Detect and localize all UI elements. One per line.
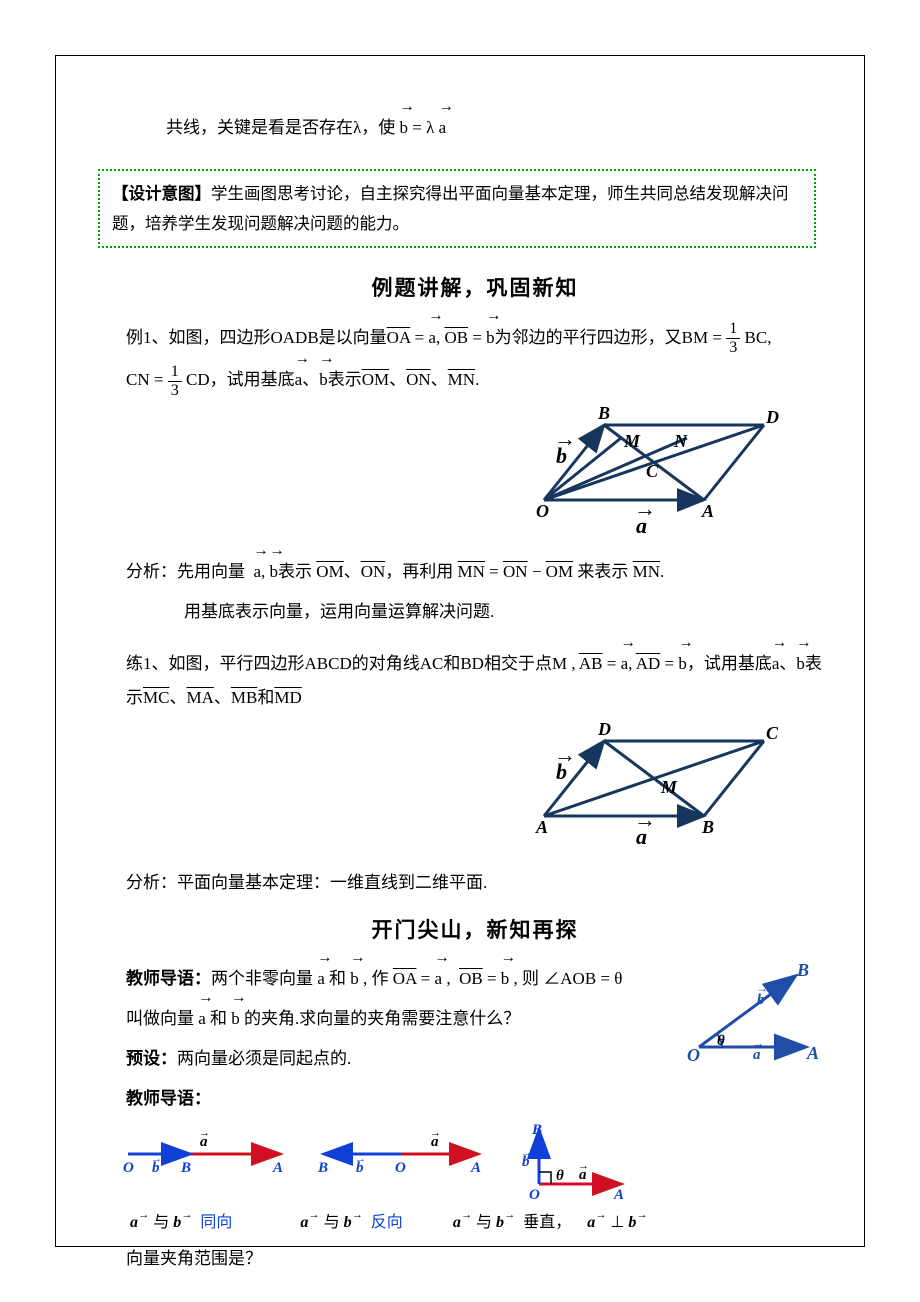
teacher-prompt-2-label: 教师导语： — [126, 1089, 211, 1108]
section-title-2: 开门尖山，新知再探 — [126, 914, 824, 944]
label-opp: a→ 与 b→ 反向 — [300, 1208, 402, 1232]
case-perp: O A B b→ a→ θ — [514, 1124, 634, 1202]
preset-body: 两向量必须是同起点的. — [177, 1049, 351, 1068]
case-same: O B A b→ a→ — [118, 1124, 288, 1179]
svg-text:A: A — [613, 1187, 624, 1203]
analysis1-label: 分析： — [126, 562, 177, 581]
svg-text:→: → — [578, 1160, 589, 1172]
figure-angle: O A B a→ b→ θ — [684, 962, 824, 1062]
teacher-prompt-2: 教师导语： — [126, 1082, 674, 1116]
analysis1: 分析：先用向量 →a, →b表示 OM、ON，再利用 MN = ON − OM … — [126, 555, 824, 589]
fig1-O: O — [536, 501, 549, 521]
design-intent-box: 【设计意图】学生画图思考讨论，自主探究得出平面向量基本定理，师生共同总结发现解决… — [98, 169, 816, 248]
fig2-D: D — [597, 719, 611, 739]
svg-text:→: → — [355, 1153, 366, 1165]
preset: 预设：两向量必须是同起点的. — [126, 1042, 674, 1076]
fig3-theta: θ — [717, 1033, 725, 1049]
section-title-1: 例题讲解，巩固新知 — [126, 272, 824, 302]
svg-text:B: B — [317, 1160, 328, 1176]
svg-text:→: → — [634, 496, 656, 521]
svg-text:A: A — [470, 1160, 481, 1176]
analysis2-label: 分析： — [126, 873, 177, 892]
label-same: a→ 与 b→ 同向 — [130, 1208, 232, 1232]
figure-2: A B D C M b → a → — [524, 721, 784, 851]
page: 共线，关键是看是否存在λ，使 →b = λ →a 【设计意图】学生画图思考讨论，… — [0, 0, 920, 1302]
fig3-A: A — [806, 1043, 819, 1063]
topline: 共线，关键是看是否存在λ，使 →b = λ →a — [166, 111, 824, 145]
label-perp: a→ 与 b→ 垂直， a→ ⊥ b→ — [453, 1208, 648, 1232]
svg-text:→: → — [752, 1036, 764, 1050]
svg-text:A: A — [272, 1160, 283, 1176]
fig2-A: A — [535, 817, 548, 837]
svg-text:→: → — [521, 1147, 532, 1159]
example1-label: 例1、如图，四边形OADB是以向量OA = →a, OB = →b为邻边的平行四… — [126, 328, 771, 347]
svg-text:→: → — [756, 981, 768, 995]
fig2-M: M — [660, 777, 678, 797]
svg-text:→: → — [151, 1153, 162, 1165]
fig2-B: B — [701, 817, 714, 837]
analysis1-l2: 用基底表示向量，运用向量运算解决问题. — [184, 595, 824, 629]
svg-text:→: → — [554, 426, 576, 451]
angle-cases-row: O B A b→ a→ B O A b→ a→ — [118, 1124, 824, 1202]
svg-text:O: O — [529, 1187, 540, 1203]
design-intent-body: 学生画图思考讨论，自主探究得出平面向量基本定理，师生共同总结发现解决问题，培养学… — [112, 184, 789, 233]
fig1-B: B — [597, 403, 610, 423]
topline-pre: 共线，关键是看是否存在λ，使 — [166, 118, 395, 137]
preset-label: 预设： — [126, 1049, 177, 1068]
teacher-prompt-l2: 叫做向量 →a 和 →b 的夹角.求向量的夹角需要注意什么？ — [126, 1002, 674, 1036]
svg-text:B: B — [531, 1122, 542, 1138]
fig2-C: C — [766, 723, 779, 743]
fig1-A: A — [701, 501, 714, 521]
fig3-O: O — [687, 1045, 700, 1065]
fig1-N: N — [673, 431, 688, 451]
angle-labels-row: a→ 与 b→ 同向 a→ 与 b→ 反向 a→ 与 b→ 垂直， a→ ⊥ b… — [130, 1208, 824, 1232]
svg-text:O: O — [395, 1160, 406, 1176]
svg-text:→: → — [554, 742, 576, 767]
analysis2-body: 平面向量基本定理：一维直线到二维平面. — [177, 873, 487, 892]
svg-text:B: B — [180, 1160, 191, 1176]
fig1-C: C — [646, 461, 659, 481]
figure-2-row: A B D C M b → a → — [126, 721, 784, 856]
example1: 例1、如图，四边形OADB是以向量OA = →a, OB = →b为邻边的平行四… — [126, 320, 824, 357]
svg-text:θ: θ — [556, 1168, 564, 1184]
teacher-row: 教师导语：两个非零向量 →a 和 →b , 作 OA = →a , OB = →… — [126, 962, 824, 1118]
fig1-M: M — [623, 431, 641, 451]
fig3-B: B — [796, 960, 809, 980]
svg-text:→: → — [430, 1127, 441, 1139]
figure-1-row: O A B D M N C b → a → — [126, 405, 784, 545]
svg-text:O: O — [123, 1160, 134, 1176]
teacher-prompt-label: 教师导语： — [126, 969, 211, 988]
example1-l2: CN = 13 CD，试用基底→a、→b表示OM、ON、MN. — [126, 363, 824, 400]
practice1: 练1、如图，平行四边形ABCD的对角线AC和BD相交于点M , AB = →a,… — [126, 647, 824, 715]
svg-text:→: → — [199, 1127, 210, 1139]
design-intent-label: 【设计意图】 — [112, 184, 211, 203]
content-frame: 共线，关键是看是否存在λ，使 →b = λ →a 【设计意图】学生画图思考讨论，… — [55, 55, 865, 1247]
case-opp: B O A b→ a→ — [316, 1124, 486, 1179]
final-question: 向量夹角范围是？ — [126, 1242, 824, 1276]
figure-1: O A B D M N C b → a → — [524, 405, 784, 540]
svg-text:→: → — [634, 807, 656, 832]
analysis2: 分析：平面向量基本定理：一维直线到二维平面. — [126, 866, 824, 900]
fig1-D: D — [765, 407, 779, 427]
topline-eq: →b = λ →a — [400, 118, 447, 137]
